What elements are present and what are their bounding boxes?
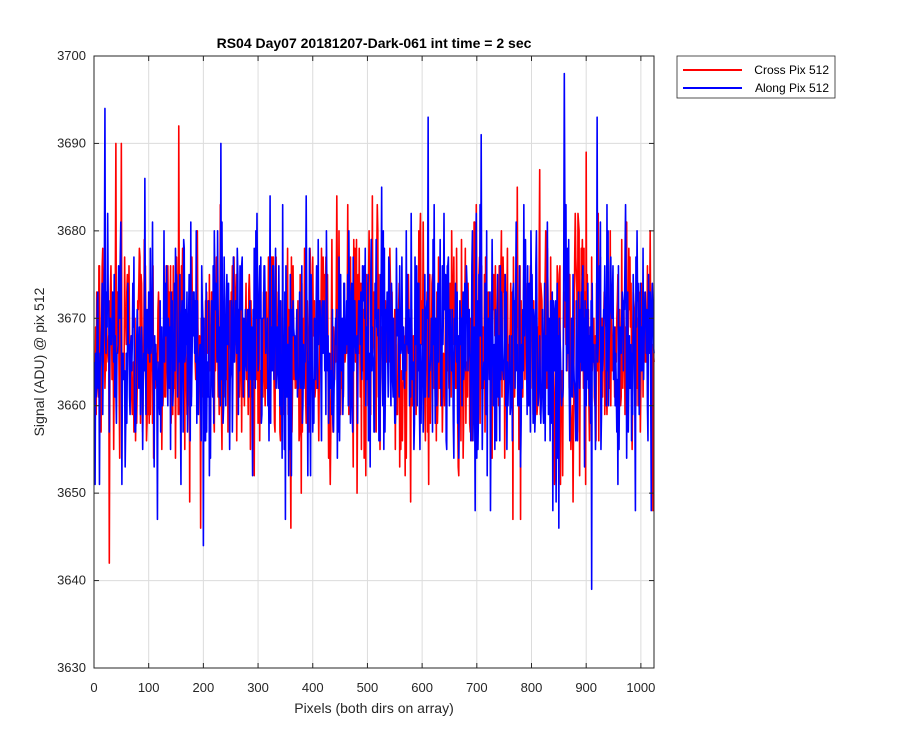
y-tick-label: 3670 [57, 310, 86, 325]
y-tick-label: 3630 [57, 660, 86, 675]
chart-title: RS04 Day07 20181207-Dark-061 int time = … [217, 35, 532, 51]
x-tick-label: 600 [411, 680, 433, 695]
legend: Cross Pix 512 Along Pix 512 [676, 55, 836, 99]
plot-frame [93, 55, 655, 669]
y-tick-label: 3640 [57, 573, 86, 588]
x-tick-label: 0 [90, 680, 97, 695]
x-tick-label: 400 [302, 680, 324, 695]
series-layer [93, 72, 655, 591]
x-tick-label: 300 [247, 680, 269, 695]
y-tick-label: 3650 [57, 485, 86, 500]
x-tick-label: 1000 [626, 680, 655, 695]
ticks: 0 100 200 300 400 500 600 700 800 900 1000 3630 3640… [57, 48, 655, 695]
y-axis-label: Signal (ADU) @ pix 512 [31, 287, 47, 436]
legend-box [676, 55, 836, 99]
x-tick-label: 200 [193, 680, 215, 695]
x-axis-label: Pixels (both dirs on array) [294, 700, 454, 716]
y-tick-label: 3680 [57, 223, 86, 238]
x-tick-label: 500 [357, 680, 379, 695]
legend-label-1: Cross Pix 512 [754, 63, 829, 77]
y-tick-label: 3700 [57, 48, 86, 63]
x-tick-label: 800 [521, 680, 543, 695]
y-tick-label: 3660 [57, 398, 86, 413]
legend-label-2: Along Pix 512 [755, 81, 829, 95]
x-tick-label: 900 [575, 680, 597, 695]
x-tick-label: 700 [466, 680, 488, 695]
y-tick-label: 3690 [57, 135, 86, 150]
series-line-2 [93, 72, 655, 591]
x-tick-label: 100 [138, 680, 160, 695]
